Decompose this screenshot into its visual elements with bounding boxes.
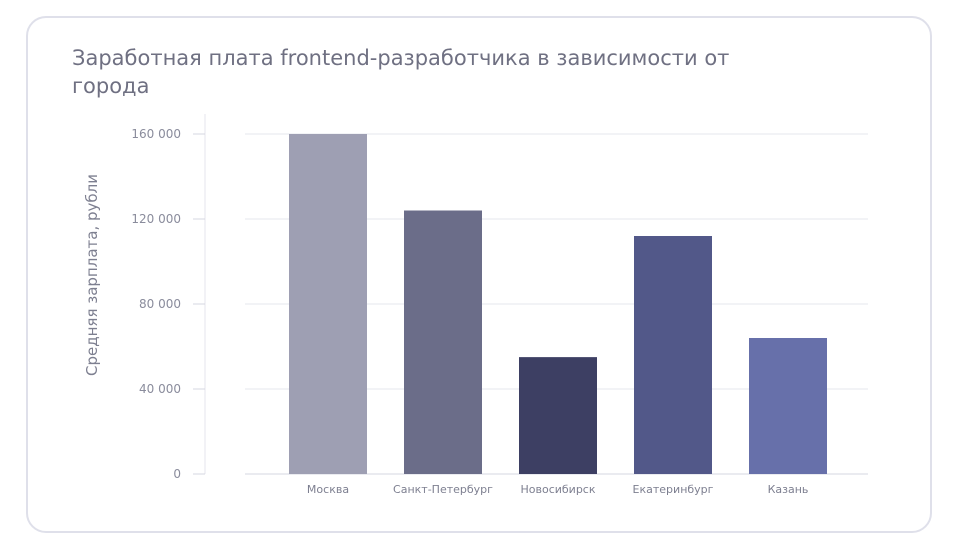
axes [193, 114, 206, 475]
y-tick-label: 40 000 [139, 382, 181, 396]
x-tick-label: Новосибирск [520, 483, 595, 496]
y-tick-label: 160 000 [131, 127, 181, 141]
y-tick-label: 120 000 [131, 212, 181, 226]
bar [519, 357, 597, 474]
y-tick-label: 80 000 [139, 297, 181, 311]
x-tick-labels: Москва Санкт-Петербург Новосибирск Екатерин… [307, 483, 808, 496]
bar [749, 338, 827, 474]
x-tick-label: Санкт-Петербург [393, 483, 493, 496]
x-tick-label: Екатеринбург [633, 483, 714, 496]
y-tick-labels: 0 40 000 80 000 120 000 160 000 [131, 127, 181, 481]
chart-title: Заработная плата frontend-разработчика в… [72, 46, 730, 98]
bars [289, 134, 827, 474]
bar [634, 236, 712, 474]
x-tick-label: Казань [768, 483, 809, 496]
y-tick-label: 0 [173, 467, 181, 481]
bar [404, 210, 482, 474]
bar [289, 134, 367, 474]
x-tick-label: Москва [307, 483, 349, 496]
